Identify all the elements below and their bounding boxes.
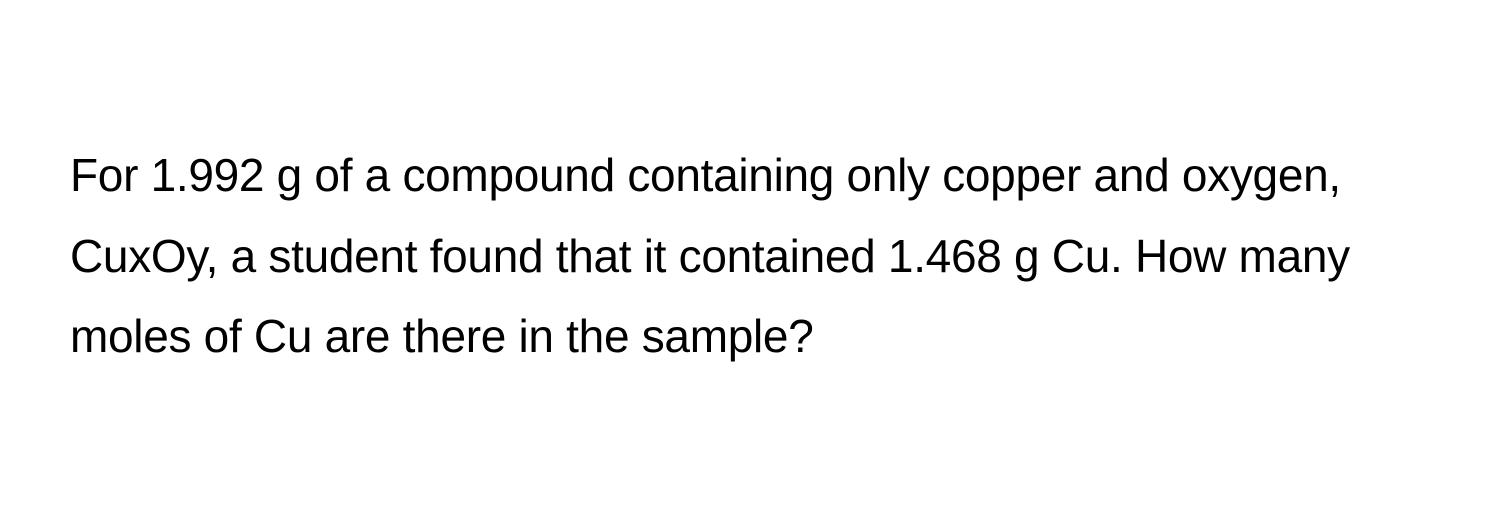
question-text: For 1.992 g of a compound containing onl… (70, 135, 1430, 377)
